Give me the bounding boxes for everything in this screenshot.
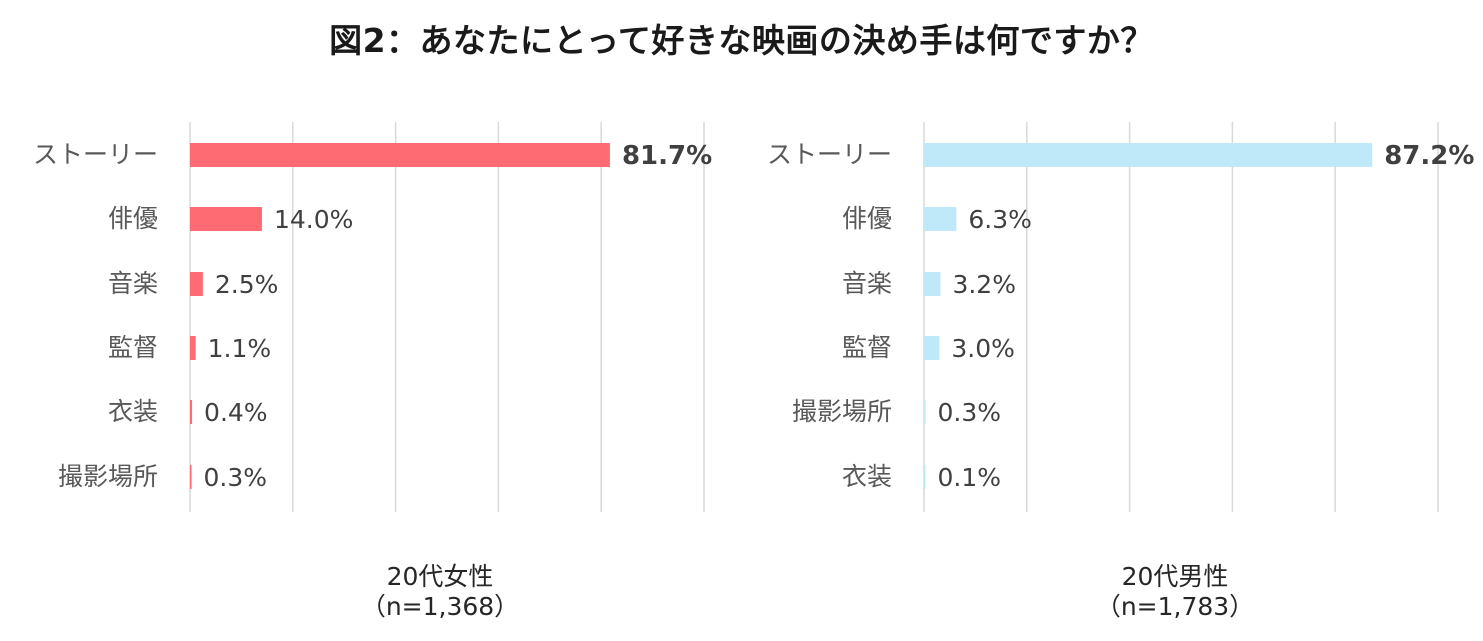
data-label: 1.1% bbox=[208, 334, 272, 363]
data-label: 0.3% bbox=[938, 398, 1002, 427]
category-label: ストーリー bbox=[33, 140, 158, 169]
data-label: 2.5% bbox=[215, 270, 279, 299]
panel-caption-female-line2: （n=1,368） bbox=[360, 592, 520, 621]
bar bbox=[190, 400, 193, 424]
bar bbox=[924, 465, 926, 489]
bar bbox=[924, 336, 940, 360]
bar bbox=[190, 272, 203, 296]
data-label: 0.4% bbox=[204, 398, 268, 427]
panel-caption-female-line1: 20代女性 bbox=[386, 562, 494, 591]
category-label: 俳優 bbox=[108, 204, 158, 233]
category-label: 衣装 bbox=[842, 462, 892, 491]
category-label: 衣装 bbox=[108, 397, 158, 426]
panel-caption-female: 20代女性 （n=1,368） bbox=[240, 562, 640, 622]
category-label: ストーリー bbox=[767, 140, 892, 169]
data-label: 0.3% bbox=[204, 463, 268, 492]
data-label: 3.2% bbox=[952, 270, 1016, 299]
data-label: 0.1% bbox=[938, 463, 1002, 492]
bar bbox=[924, 400, 926, 424]
chart-title: 図2：あなたにとって好きな映画の決め手は何ですか？ bbox=[329, 21, 1154, 60]
panel-caption-male-line1: 20代男性 bbox=[1121, 562, 1229, 591]
data-label: 81.7% bbox=[622, 141, 712, 171]
data-label: 6.3% bbox=[968, 205, 1032, 234]
bar bbox=[190, 465, 192, 489]
bar bbox=[924, 207, 957, 231]
bar bbox=[924, 272, 941, 296]
category-label: 撮影場所 bbox=[58, 462, 158, 491]
panel-caption-male: 20代男性 （n=1,783） bbox=[975, 562, 1375, 622]
category-label: 監督 bbox=[842, 333, 892, 362]
bar bbox=[190, 207, 262, 231]
category-label: 撮影場所 bbox=[792, 397, 892, 426]
bar bbox=[924, 143, 1373, 167]
bar bbox=[190, 143, 610, 167]
category-label: 俳優 bbox=[842, 204, 892, 233]
category-label: 音楽 bbox=[842, 269, 892, 298]
data-label: 14.0% bbox=[274, 205, 353, 234]
panel-caption-male-line2: （n=1,783） bbox=[1095, 592, 1255, 621]
data-label: 3.0% bbox=[951, 334, 1015, 363]
category-label: 音楽 bbox=[108, 269, 158, 298]
category-label: 監督 bbox=[108, 333, 158, 362]
bar bbox=[190, 336, 196, 360]
data-label: 87.2% bbox=[1384, 141, 1474, 171]
